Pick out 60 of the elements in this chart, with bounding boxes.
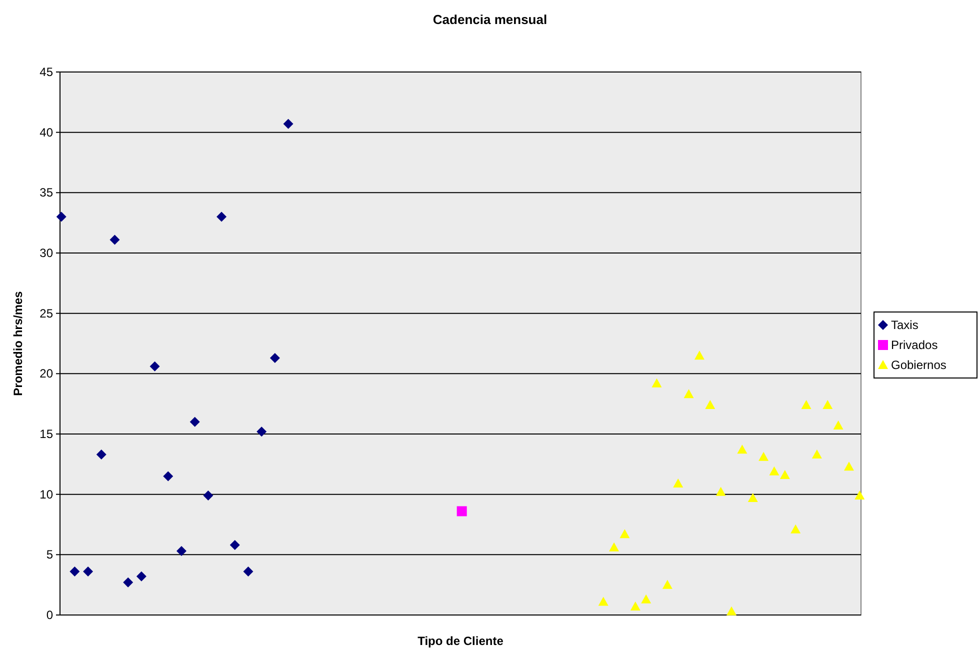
y-tick-label: 20 — [40, 366, 54, 381]
y-tick-label: 45 — [40, 65, 54, 79]
point — [56, 212, 66, 222]
point — [96, 450, 106, 460]
point — [726, 606, 737, 616]
y-tick-label: 0 — [46, 608, 54, 622]
x-axis-title: Tipo de Cliente — [418, 634, 504, 648]
point — [216, 212, 227, 222]
point — [176, 546, 186, 556]
point — [456, 506, 467, 516]
point — [705, 400, 716, 410]
point — [203, 490, 214, 501]
point — [822, 400, 833, 410]
y-tick-label: 15 — [40, 427, 54, 441]
point — [662, 580, 672, 589]
point — [609, 542, 620, 552]
point — [833, 420, 844, 430]
y-tick-label: 30 — [40, 246, 54, 260]
y-tick-label: 5 — [46, 548, 54, 562]
point — [694, 350, 704, 360]
point — [673, 478, 684, 488]
point — [243, 566, 254, 577]
point — [150, 361, 160, 372]
point — [598, 596, 608, 606]
point — [136, 571, 146, 582]
legend-label: Gobiernos — [891, 358, 946, 372]
point — [844, 462, 854, 471]
y-tick-label: 35 — [40, 186, 54, 200]
point — [620, 529, 630, 538]
point — [780, 470, 790, 480]
point — [70, 566, 80, 577]
point — [854, 490, 865, 500]
legend-label: Privados — [891, 338, 938, 352]
chart-title: Cadencia mensual — [432, 12, 548, 27]
point — [790, 524, 801, 534]
point — [641, 594, 652, 604]
point — [769, 466, 780, 476]
point — [748, 492, 758, 502]
point — [684, 389, 694, 398]
y-tick-label: 40 — [40, 125, 54, 140]
point — [652, 378, 662, 388]
point — [190, 416, 200, 427]
point — [630, 602, 640, 611]
point — [716, 486, 726, 496]
point — [758, 452, 769, 461]
y-tick-label: 10 — [40, 487, 54, 502]
point — [123, 577, 134, 588]
point — [83, 566, 94, 577]
y-axis-title: Promedio hrs/mes — [11, 290, 25, 396]
point — [283, 118, 294, 129]
legend-label: Taxis — [891, 318, 918, 332]
point — [737, 444, 748, 454]
point — [256, 426, 267, 437]
point — [801, 400, 812, 410]
point — [812, 450, 822, 459]
point — [270, 352, 280, 363]
y-tick-label: 25 — [40, 306, 54, 320]
point — [110, 234, 120, 245]
point — [230, 540, 240, 550]
point — [163, 471, 174, 482]
